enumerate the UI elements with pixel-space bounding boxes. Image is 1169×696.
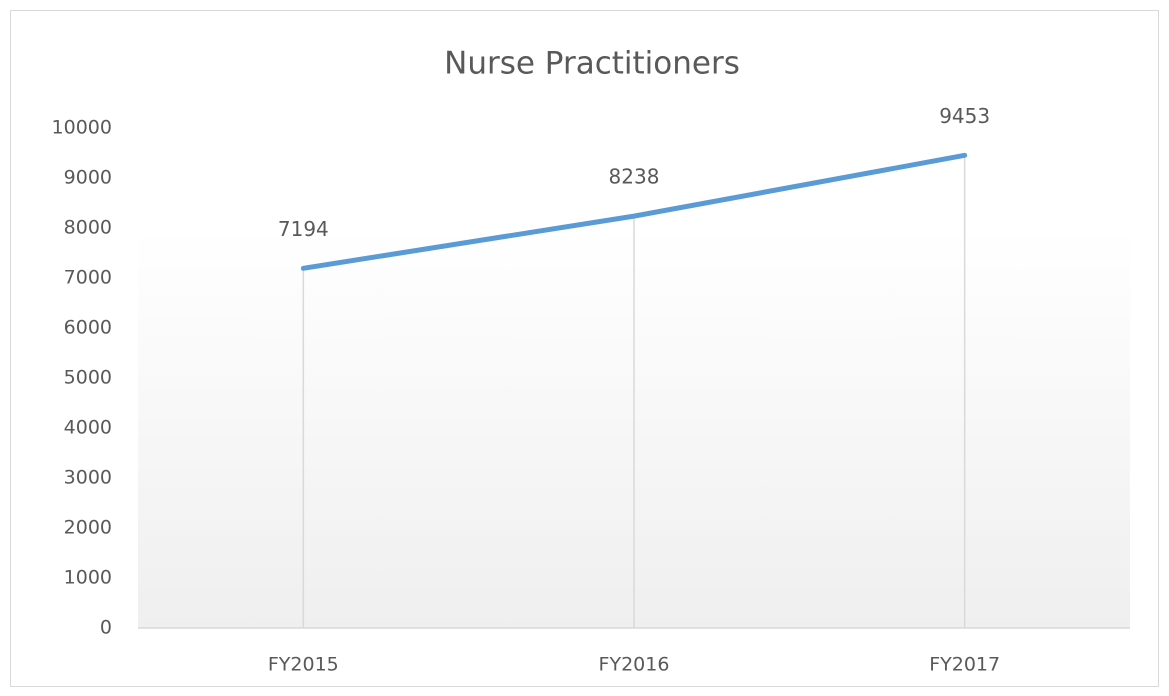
y-tick-label: 4000 (64, 417, 112, 439)
x-tick-label: FY2016 (599, 654, 670, 676)
y-tick-label: 5000 (64, 367, 112, 389)
line-series (300, 152, 968, 271)
y-tick-label: 7000 (64, 267, 112, 289)
x-tick-label: FY2017 (929, 654, 1000, 676)
chart-title: Nurse Practitioners (444, 46, 740, 82)
y-tick-label: 0 (100, 617, 112, 639)
data-label: 7194 (278, 217, 329, 241)
data-label: 8238 (609, 165, 660, 189)
x-tick-label: FY2015 (268, 654, 339, 676)
y-tick-label: 2000 (64, 517, 112, 539)
y-tick-label: 10000 (52, 117, 112, 139)
data-label: 9453 (939, 104, 990, 128)
y-tick-label: 9000 (64, 167, 112, 189)
y-tick-label: 6000 (64, 317, 112, 339)
y-tick-label: 3000 (64, 467, 112, 489)
y-tick-label: 8000 (64, 217, 112, 239)
y-tick-label: 1000 (64, 567, 112, 589)
